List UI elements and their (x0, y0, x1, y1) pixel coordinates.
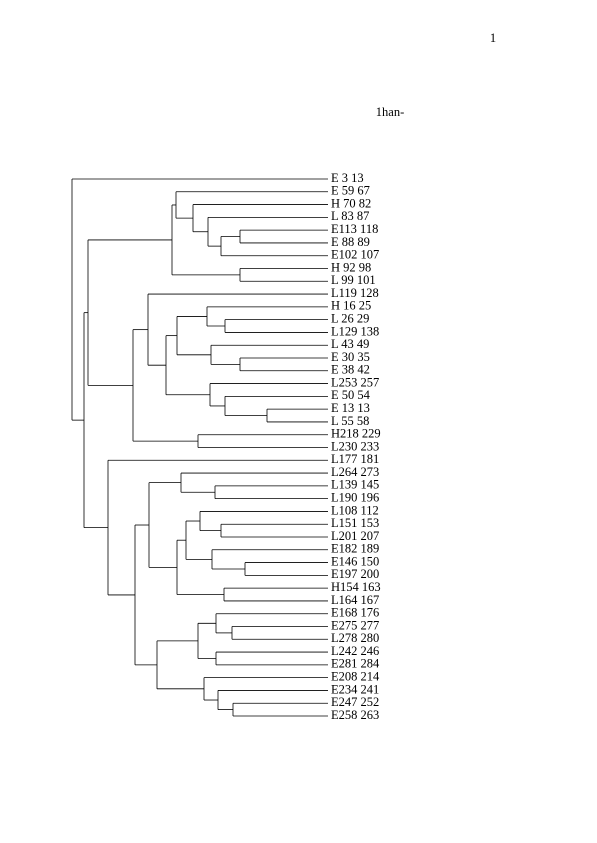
leaf-label: E146 150 (331, 554, 379, 568)
leaf-label: H 92 98 (331, 260, 371, 274)
leaf-label: L139 145 (331, 478, 379, 492)
leaf-label: L242 246 (331, 644, 379, 658)
leaf-label: E275 277 (331, 618, 379, 632)
leaf-label: E234 241 (331, 682, 379, 696)
page-number: 1 (490, 31, 496, 45)
leaf-label: H218 229 (331, 427, 381, 441)
leaf-label: L190 196 (331, 491, 379, 505)
leaf-label: L108 112 (331, 503, 379, 517)
leaf-label: L 55 58 (331, 414, 369, 428)
leaf-label: E 38 42 (331, 363, 370, 377)
leaf-label: E 50 54 (331, 388, 371, 402)
leaf-label: E182 189 (331, 542, 379, 556)
leaf-label: L 43 49 (331, 337, 369, 351)
leaf-label: E 30 35 (331, 350, 370, 364)
leaf-label: E113 118 (331, 222, 378, 236)
leaf-label: E 59 67 (331, 184, 370, 198)
leaf-label: E208 214 (331, 670, 380, 684)
leaf-label: E258 263 (331, 708, 379, 722)
leaf-label: L164 167 (331, 593, 379, 607)
leaf-label: E 13 13 (331, 401, 370, 415)
leaf-label: H 70 82 (331, 196, 371, 210)
leaf-label: L129 138 (331, 324, 379, 338)
leaf-label: L151 153 (331, 516, 379, 530)
leaf-label: H154 163 (331, 580, 381, 594)
title: 1han- (376, 105, 404, 119)
leaf-label: E168 176 (331, 606, 379, 620)
leaf-label: L201 207 (331, 529, 379, 543)
leaf-label: H 16 25 (331, 299, 371, 313)
leaf-label: L253 257 (331, 375, 379, 389)
leaf-label: E197 200 (331, 567, 379, 581)
leaf-label: L177 181 (331, 452, 379, 466)
leaf-label: L 99 101 (331, 273, 376, 287)
leaf-label: E 88 89 (331, 235, 370, 249)
leaf-label: L230 233 (331, 439, 379, 453)
leaf-label: E 3 13 (331, 171, 364, 185)
leaf-label: L264 273 (331, 465, 379, 479)
leaf-label: L 26 29 (331, 312, 369, 326)
leaf-label: L278 280 (331, 631, 379, 645)
leaf-label: E247 252 (331, 695, 379, 709)
leaf-label: E281 284 (331, 657, 380, 671)
leaf-label: E102 107 (331, 248, 379, 262)
leaf-label: L 83 87 (331, 209, 369, 223)
leaf-label: L119 128 (331, 286, 379, 300)
